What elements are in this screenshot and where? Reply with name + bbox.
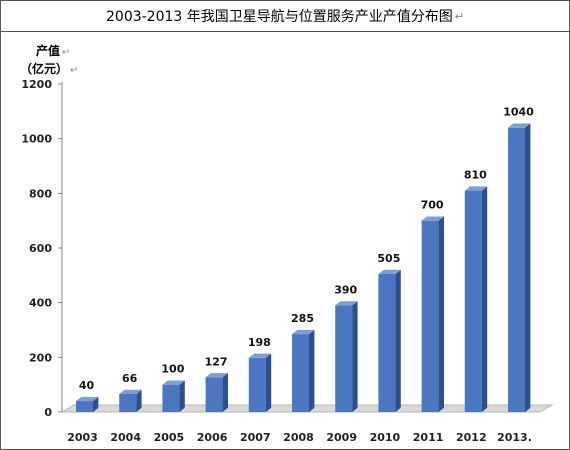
bar [464, 190, 482, 412]
bar-side [395, 269, 401, 412]
data-label: 390 [334, 283, 357, 296]
data-label: 810 [464, 169, 487, 182]
bar-top [464, 186, 488, 191]
bar-top [378, 269, 401, 274]
bar-top [292, 329, 315, 335]
x-tick-label: 2011 [413, 431, 444, 444]
bar-top [421, 216, 444, 221]
data-label: 505 [377, 252, 400, 265]
data-label: 127 [205, 355, 228, 368]
y-tick-label: 400 [29, 297, 52, 310]
x-tick-label: 2003 [67, 431, 98, 444]
bar [119, 393, 137, 412]
y-tick-label: 0 [44, 406, 52, 419]
bar-top [508, 123, 531, 128]
bar-top [335, 301, 358, 306]
bar-side [136, 389, 142, 412]
bar-top [76, 396, 99, 402]
data-label: 100 [161, 363, 184, 376]
bar [162, 384, 180, 412]
bar-side [525, 123, 531, 413]
bar-side [309, 329, 315, 412]
bar [335, 305, 353, 412]
data-label: 198 [248, 336, 271, 349]
y-unit-label-2: （亿元） [20, 62, 69, 76]
data-label: 40 [79, 379, 95, 392]
bar-side [222, 373, 228, 412]
y-tick-label: 600 [29, 242, 52, 255]
x-tick-label: 2010 [370, 431, 401, 444]
bar-side [352, 301, 358, 412]
bar [378, 273, 396, 412]
x-tick-label: 2006 [197, 431, 228, 444]
x-tick-label: 2007 [240, 431, 271, 444]
return-mark-icon: ↵ [70, 65, 79, 76]
bar [508, 127, 525, 412]
bar-top [205, 373, 228, 378]
y-tick-label: 1200 [21, 78, 52, 91]
chart-title: 2003-2013 年我国卫星导航与位置服务产业产值分布图 [106, 9, 453, 25]
data-label: 1040 [503, 106, 534, 119]
x-tick-label: 2013. [497, 431, 532, 444]
y-unit-label-1: 产值 [36, 44, 61, 58]
data-label: 285 [291, 312, 314, 325]
bar-side [481, 186, 488, 412]
bar [421, 220, 439, 412]
bar-side [265, 353, 272, 412]
bar [76, 401, 93, 412]
x-tick-label: 2008 [283, 431, 314, 444]
x-tick-label: 2012 [456, 431, 487, 444]
bar-top [162, 380, 185, 385]
y-unit-line2: （亿元） ↵ [20, 60, 78, 77]
y-unit-line1: 产值 ↵ [36, 42, 70, 59]
x-tick-label: 2005 [154, 431, 185, 444]
bar-side [179, 380, 185, 412]
bar [292, 334, 309, 412]
bar-top [248, 353, 272, 358]
y-tick-label: 800 [29, 187, 52, 200]
bar [205, 377, 223, 412]
x-tick-label: 2009 [326, 431, 357, 444]
y-tick-label: 1000 [21, 133, 52, 146]
data-label: 700 [421, 199, 444, 212]
bar-top [119, 389, 142, 394]
bar [248, 357, 266, 412]
y-tick-label: 200 [29, 351, 52, 364]
return-mark-icon: ↵ [454, 9, 464, 23]
return-mark-icon: ↵ [62, 47, 71, 58]
x-tick-label: 2004 [110, 431, 141, 444]
data-label: 66 [122, 372, 138, 385]
bar-side [93, 396, 99, 412]
chart-title-row: 2003-2013 年我国卫星导航与位置服务产业产值分布图 ↵ [1, 1, 569, 32]
bar-side [438, 216, 444, 412]
